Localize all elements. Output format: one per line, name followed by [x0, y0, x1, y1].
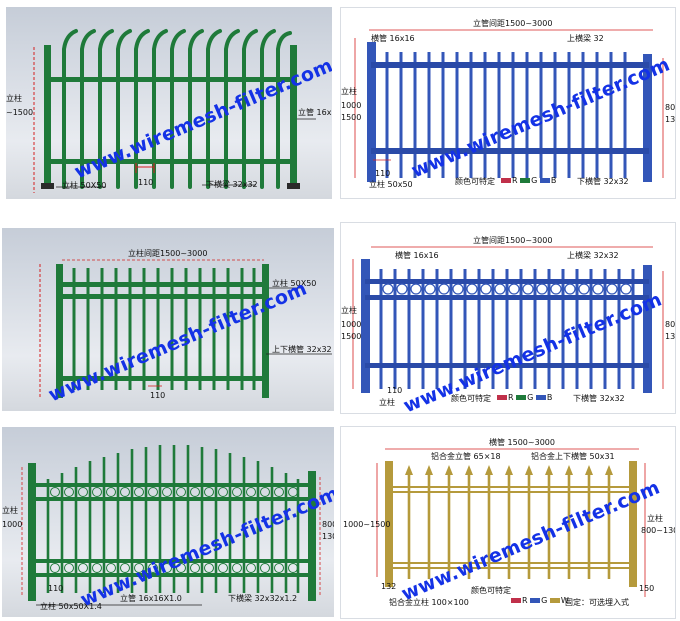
cross-pipe-label: 横管 16x16 — [371, 34, 415, 43]
swatch-letter: G — [527, 393, 534, 402]
post-spec-label: 立柱 — [379, 398, 395, 407]
alloy-pipe-label: 铝合金立管 65×18 — [431, 452, 501, 461]
color-note-label: 颜色可特定 — [471, 586, 511, 595]
swatch-blue — [539, 178, 550, 183]
fence-diagram-3: 立柱间距1500~3000 立柱 50X50 上下横管 32x32 110 ww… — [2, 228, 334, 411]
color-swatches: R G W — [511, 597, 569, 605]
swatch-letter: G — [531, 176, 538, 185]
swatch-blue — [535, 395, 546, 400]
install-note-label: 固定：可选埋入式 — [565, 598, 629, 607]
left-height-1: 1000 — [341, 320, 362, 329]
spacing-label: 110 — [138, 178, 154, 187]
pipe-spec-label: 立管 16x16X1.0 — [120, 594, 182, 603]
spacing-label: 132 — [381, 582, 397, 591]
left-height-2: 1500 — [341, 332, 362, 341]
left-post-label: 立柱 — [341, 87, 357, 96]
fence-diagram-1: 立柱 ~1500 立柱 50X50 110 下横梁 32x32 立管 16x w… — [6, 7, 332, 199]
fence-drawing-1 — [33, 29, 316, 193]
swatch-letter: B — [550, 176, 557, 185]
top-rail-label: 上横梁 32 — [567, 34, 604, 43]
alloy-rail-label: 铝合金上下横管 50x31 — [531, 452, 615, 461]
right-height-2: 1300 — [665, 332, 676, 341]
right-height-1: 800 — [322, 520, 334, 529]
right-height-label: 800~1300 — [641, 526, 675, 535]
left-height-label: 1000~1500 — [343, 520, 391, 529]
post-spec-label: 立柱 50X50 — [62, 181, 107, 190]
color-swatches: R G B — [501, 177, 556, 185]
color-note-label: 颜色可特定 — [455, 177, 495, 186]
left-post-label: 立柱 — [341, 306, 357, 315]
swatch-letter: G — [541, 596, 548, 605]
left-height-label: 1000 — [2, 520, 23, 529]
fence-drawing-6 — [376, 448, 646, 597]
swatch-green — [516, 395, 527, 400]
left-post-label: 立柱 — [6, 94, 22, 103]
swatch-letter: W — [560, 596, 569, 605]
fence-diagram-2: 立管间距1500~3000 横管 16x16 上横梁 32 立柱 1000 15… — [340, 7, 676, 199]
swatch-red — [511, 598, 521, 603]
swatch-letter: B — [546, 393, 553, 402]
left-height-2: 1500 — [341, 113, 362, 122]
rail-spec-label: 下横梁 32x32 — [206, 180, 258, 189]
fence-diagram-6: 横管 1500~3000 铝合金立管 65×18 铝合金上下横管 50x31 1… — [340, 426, 676, 619]
bottom-rail-label: 下横管 32x32 — [577, 177, 629, 186]
swatch-letter: R — [522, 596, 528, 605]
right-post-label: 立柱 — [647, 514, 663, 523]
fence-drawing-3 — [39, 259, 332, 398]
pipe-spec-label: 立管 16x — [298, 108, 332, 117]
left-height-label: ~1500 — [6, 108, 34, 117]
right-height-1: 800 — [665, 320, 676, 329]
fence-drawing-5 — [21, 445, 321, 606]
swatch-green — [520, 178, 531, 183]
post-spec-label: 立柱 50X50 — [272, 279, 317, 288]
fence-diagram-5: 立柱 1000 800 1300 110 立柱 50x50X1.4 立管 16x… — [2, 427, 334, 617]
swatch-gold — [549, 598, 560, 603]
top-dimension-label: 立柱间距1500~3000 — [128, 249, 208, 258]
swatch-letter: R — [512, 176, 518, 185]
top-dimension-label: 立管间距1500~3000 — [473, 236, 553, 245]
top-dimension-label: 立管间距1500~3000 — [473, 19, 553, 28]
right-height-1: 800 — [665, 103, 676, 112]
post-spec-label: 铝合金立柱 100×100 — [389, 598, 469, 607]
spacing-label: 110 — [375, 169, 391, 178]
top-dimension-label: 横管 1500~3000 — [489, 438, 555, 447]
color-swatches: R G B — [497, 394, 552, 402]
fence-diagram-4: 立管间距1500~3000 横管 16x16 上横梁 32x32 立柱 1000… — [340, 222, 676, 414]
color-note-label: 颜色可特定 — [451, 394, 491, 403]
left-height-1: 1000 — [341, 101, 362, 110]
bottom-gap-label: 150 — [639, 584, 655, 593]
post-spec-label: 立柱 50x50 — [369, 180, 413, 189]
fence-drawing-4 — [352, 246, 664, 393]
swatch-red — [497, 395, 507, 400]
rail-spec-label: 上下横管 32x32 — [272, 345, 332, 354]
bottom-rail-label: 下横管 32x32 — [573, 394, 625, 403]
cross-pipe-label: 横管 16x16 — [395, 251, 439, 260]
swatch-blue — [530, 598, 541, 603]
spacing-label: 110 — [387, 386, 403, 395]
left-post-label: 立柱 — [2, 506, 18, 515]
spacing-label: 110 — [150, 391, 166, 400]
fence-drawing-2 — [354, 29, 664, 182]
spacing-label: 110 — [48, 584, 64, 593]
right-height-2: 1300 — [322, 532, 334, 541]
post-spec-label: 立柱 50x50X1.4 — [40, 602, 102, 611]
rail-spec-label: 下横梁 32x32x1.2 — [228, 594, 298, 603]
top-rail-label: 上横梁 32x32 — [567, 251, 619, 260]
swatch-letter: R — [508, 393, 514, 402]
right-height-2: 1300 — [665, 115, 676, 124]
swatch-red — [501, 178, 511, 183]
